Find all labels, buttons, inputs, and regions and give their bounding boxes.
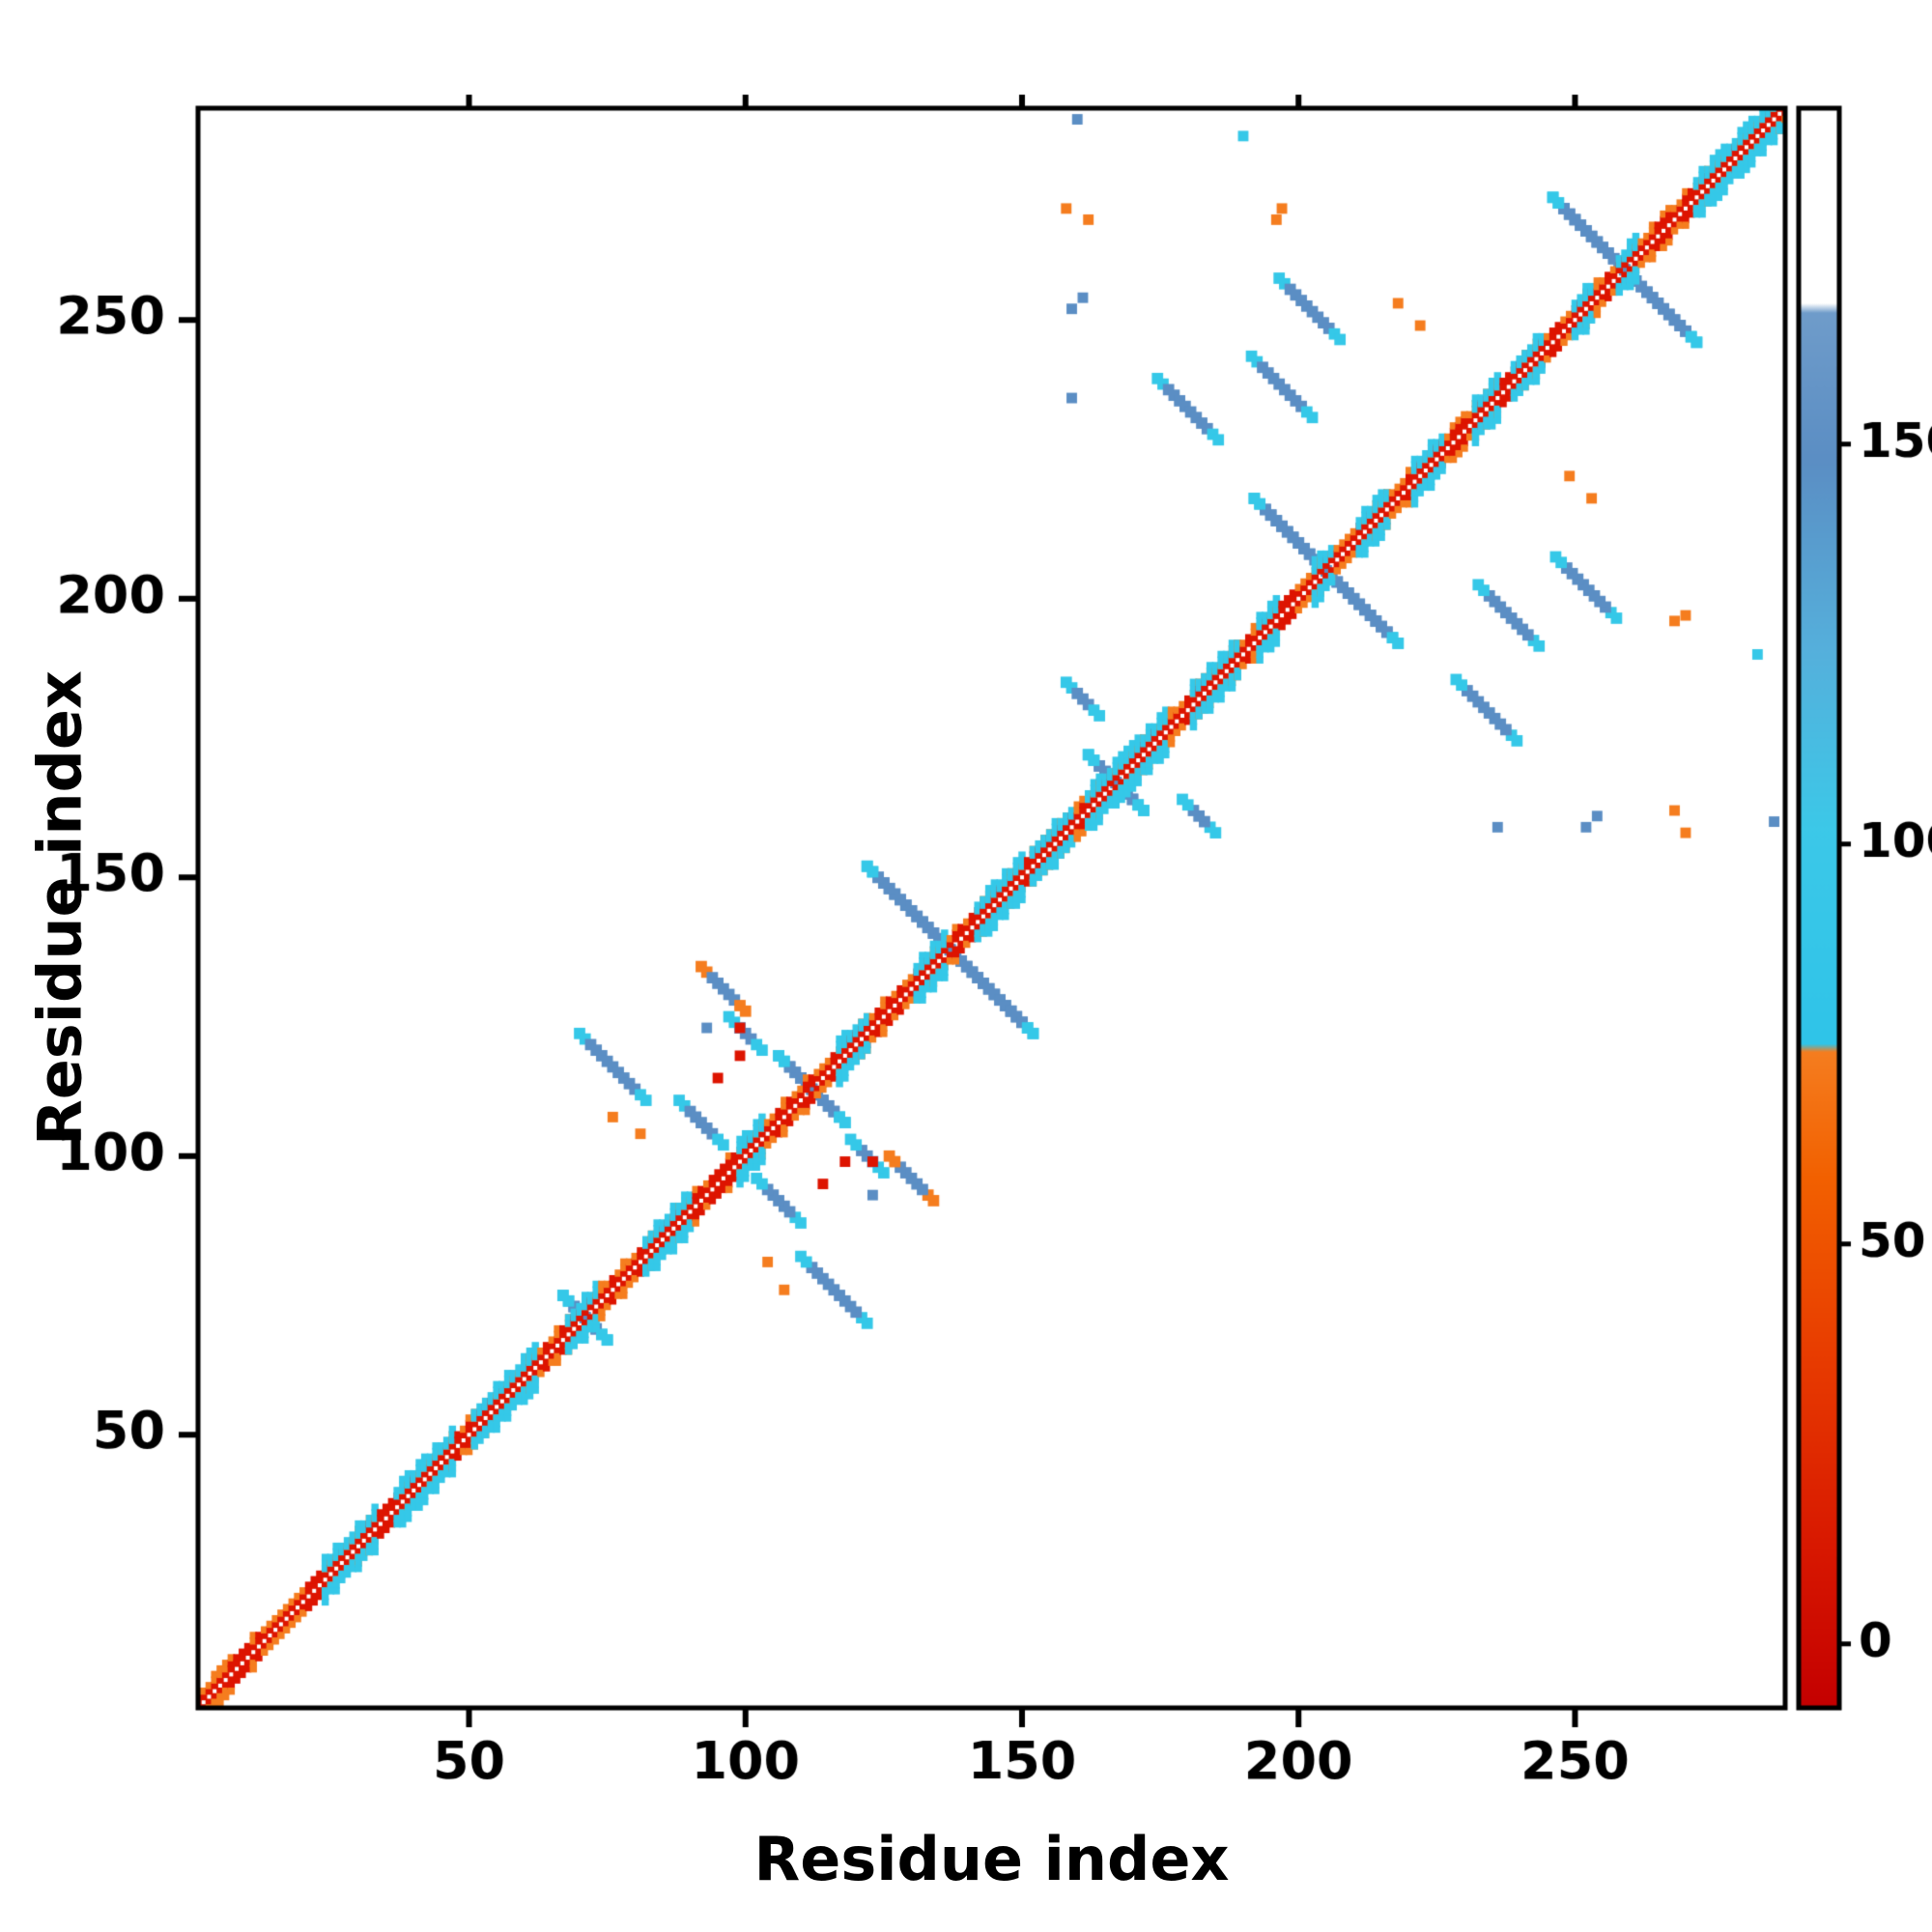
x-axis-label: Residue index	[753, 1824, 1230, 1894]
y-axis-label: Residue index	[24, 670, 96, 1146]
